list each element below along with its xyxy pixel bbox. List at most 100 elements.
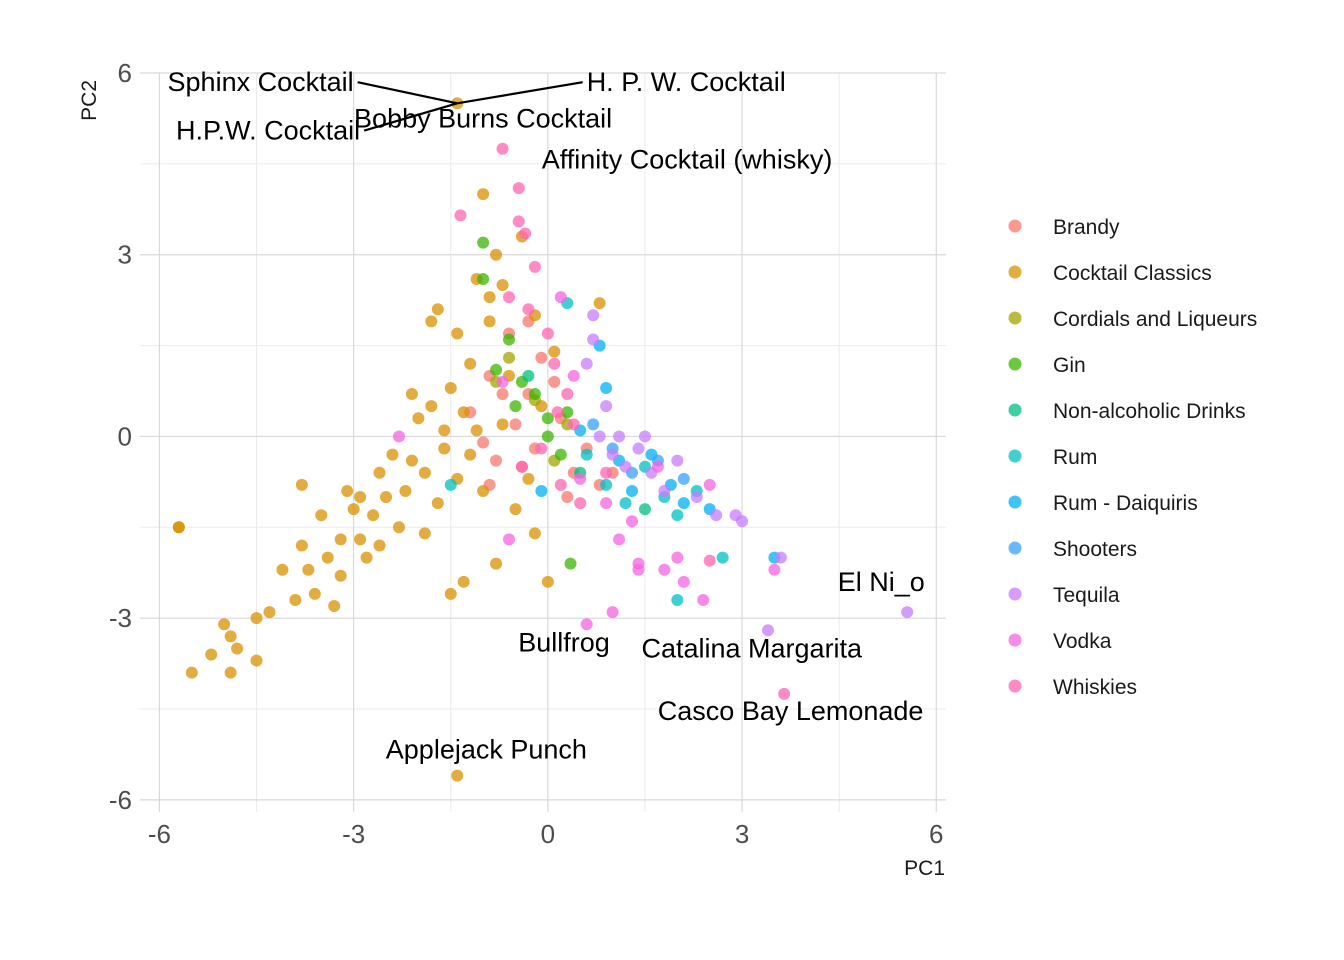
data-point bbox=[425, 400, 438, 413]
data-point bbox=[328, 600, 341, 613]
data-point bbox=[567, 418, 580, 431]
point-annotation: Bullfrog bbox=[518, 627, 610, 657]
data-point bbox=[438, 424, 451, 437]
data-point bbox=[600, 466, 613, 479]
data-point bbox=[541, 430, 554, 443]
data-point bbox=[600, 478, 613, 491]
data-point bbox=[483, 315, 496, 328]
data-point bbox=[451, 769, 464, 782]
data-point bbox=[593, 297, 606, 310]
data-point bbox=[761, 624, 774, 637]
data-point bbox=[334, 569, 347, 582]
legend-label: Brandy bbox=[1053, 216, 1120, 239]
legend-key bbox=[1008, 403, 1022, 417]
data-point bbox=[677, 497, 690, 510]
data-point bbox=[470, 424, 483, 437]
data-point bbox=[554, 448, 567, 461]
data-point bbox=[490, 454, 503, 467]
point-annotation: Catalina Margarita bbox=[641, 634, 863, 664]
annotation-leader bbox=[357, 81, 458, 105]
data-point bbox=[548, 375, 561, 388]
data-point bbox=[561, 388, 574, 401]
data-point bbox=[454, 209, 467, 222]
data-point bbox=[528, 260, 541, 273]
data-point bbox=[490, 363, 503, 376]
data-point bbox=[606, 448, 619, 461]
data-point bbox=[541, 412, 554, 425]
data-point bbox=[405, 388, 418, 401]
x-tick-label: 6 bbox=[929, 819, 943, 849]
data-point bbox=[483, 291, 496, 304]
data-point bbox=[600, 497, 613, 510]
data-point bbox=[218, 618, 231, 631]
data-point bbox=[528, 388, 541, 401]
data-point bbox=[561, 491, 574, 504]
legend-label: Whiskies bbox=[1053, 676, 1137, 699]
legend-label: Shooters bbox=[1053, 538, 1137, 561]
data-point bbox=[528, 527, 541, 540]
data-point bbox=[172, 521, 185, 534]
data-point bbox=[224, 630, 237, 643]
data-point bbox=[380, 491, 393, 504]
data-point bbox=[626, 484, 639, 497]
data-point bbox=[580, 448, 593, 461]
data-point bbox=[431, 497, 444, 510]
data-point bbox=[444, 587, 457, 600]
data-point bbox=[503, 351, 516, 364]
legend-label: Gin bbox=[1053, 354, 1086, 377]
data-point bbox=[295, 539, 308, 552]
data-point bbox=[412, 412, 425, 425]
data-point bbox=[587, 418, 600, 431]
data-point bbox=[671, 593, 684, 606]
legend-key bbox=[1008, 219, 1022, 233]
data-point bbox=[444, 381, 457, 394]
data-point bbox=[444, 478, 457, 491]
y-tick-label: -3 bbox=[109, 603, 132, 633]
data-point bbox=[354, 533, 367, 546]
data-point bbox=[580, 357, 593, 370]
data-point bbox=[477, 436, 490, 449]
point-annotation: Bobby Burns Cocktail bbox=[354, 104, 612, 134]
tick-labels: -6 -3 0 3 6 -6 -3 0 3 6 bbox=[109, 58, 944, 849]
data-point bbox=[551, 406, 564, 419]
data-point bbox=[477, 484, 490, 497]
data-point bbox=[392, 521, 405, 534]
data-point bbox=[512, 215, 525, 228]
data-point bbox=[690, 491, 703, 504]
data-point bbox=[600, 400, 613, 413]
data-point bbox=[512, 182, 525, 195]
data-point bbox=[638, 430, 651, 443]
data-point bbox=[496, 418, 509, 431]
data-point bbox=[496, 279, 509, 292]
legend-key bbox=[1008, 357, 1022, 371]
data-point bbox=[418, 527, 431, 540]
x-tick-label: 3 bbox=[735, 819, 749, 849]
data-point bbox=[490, 557, 503, 570]
data-point bbox=[263, 606, 276, 619]
data-point bbox=[541, 575, 554, 588]
data-point bbox=[503, 533, 516, 546]
data-point bbox=[185, 666, 198, 679]
data-point bbox=[548, 357, 561, 370]
data-point bbox=[574, 497, 587, 510]
data-point bbox=[901, 606, 914, 619]
legend-label: Rum - Daiquiris bbox=[1053, 492, 1198, 515]
data-point bbox=[587, 333, 600, 346]
legend-label: Cordials and Liqueurs bbox=[1053, 308, 1257, 331]
data-point bbox=[522, 472, 535, 485]
data-point bbox=[509, 400, 522, 413]
x-tick-label: -6 bbox=[148, 819, 171, 849]
data-point bbox=[205, 648, 218, 661]
data-point bbox=[315, 509, 328, 522]
data-point bbox=[496, 375, 509, 388]
data-point bbox=[561, 406, 574, 419]
point-annotation: Applejack Punch bbox=[386, 735, 587, 765]
legend-key bbox=[1008, 679, 1022, 693]
data-point bbox=[418, 466, 431, 479]
point-annotation: Sphinx Cocktail bbox=[168, 67, 354, 97]
data-point bbox=[334, 533, 347, 546]
data-point bbox=[768, 563, 781, 576]
data-point bbox=[354, 491, 367, 504]
point-annotation: H. P. W. Cocktail bbox=[587, 67, 786, 97]
legend-label: Cocktail Classics bbox=[1053, 262, 1212, 285]
